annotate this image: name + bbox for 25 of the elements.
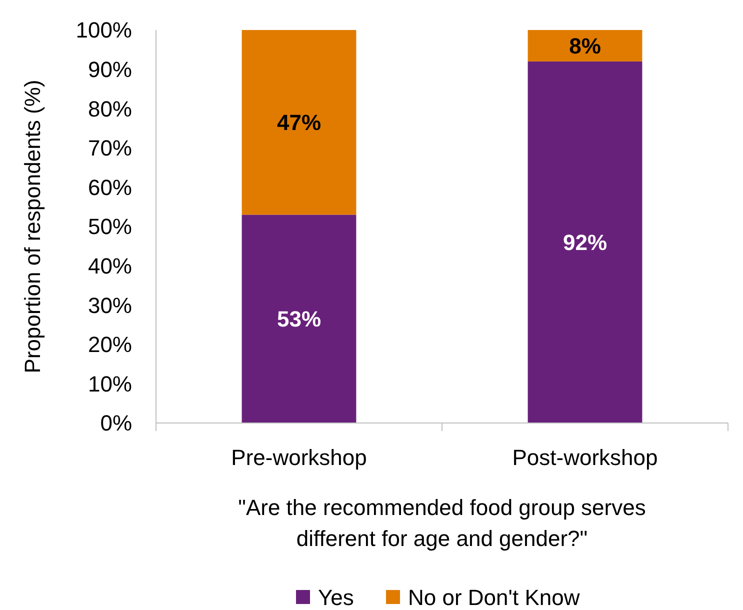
x-tick-label: Pre-workshop [231, 445, 367, 470]
bar [528, 30, 642, 62]
y-tick-label: 10% [88, 371, 132, 396]
y-tick-label: 30% [88, 292, 132, 318]
legend-label: Yes [318, 585, 354, 610]
bar [242, 30, 356, 215]
data-label: 8% [569, 33, 601, 58]
data-label: 92% [562, 230, 608, 255]
y-tick-label: 20% [88, 332, 132, 358]
bar [242, 214, 356, 423]
y-tick-label: 70% [88, 136, 132, 161]
x-axis-title: "Are the recommended food group serves different for age and gender?" [238, 495, 646, 551]
legend-label: No or Don't Know [408, 585, 580, 610]
bar [528, 61, 642, 423]
x-tick-label: Post-workshop [512, 445, 658, 470]
y-tick-label: 100% [76, 18, 132, 43]
y-tick-label: 50% [88, 214, 132, 240]
y-tick-label: 90% [88, 57, 132, 82]
y-tick-label: 80% [88, 96, 132, 122]
y-tick-label: 60% [88, 174, 132, 200]
y-tick-label: 40% [88, 254, 132, 278]
data-label: 47% [276, 110, 322, 136]
y-axis-title: Proportion of respondents (%) [20, 80, 45, 374]
y-tick-label: 0% [100, 410, 132, 436]
data-label: 53% [276, 306, 322, 332]
